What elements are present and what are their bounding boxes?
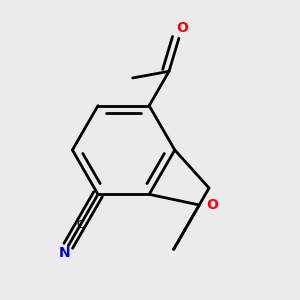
Text: C: C: [76, 220, 84, 230]
Text: O: O: [206, 198, 218, 212]
Text: N: N: [58, 246, 70, 260]
Text: O: O: [176, 21, 188, 35]
